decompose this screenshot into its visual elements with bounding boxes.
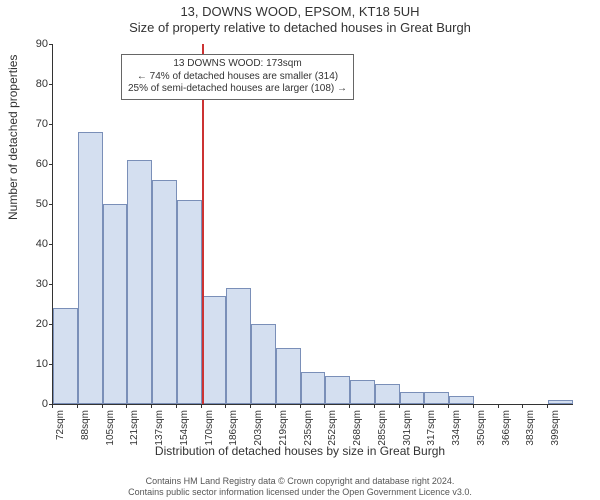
x-tick-mark [225,404,226,408]
histogram-bar [548,400,573,404]
histogram-bar [78,132,103,404]
y-tick-mark [49,284,53,285]
x-tick-mark [77,404,78,408]
x-tick-mark [324,404,325,408]
x-tick-label: 219sqm [278,410,289,446]
y-tick-label: 60 [24,158,48,170]
x-tick-mark [102,404,103,408]
page-title-line1: 13, DOWNS WOOD, EPSOM, KT18 5UH [0,0,600,19]
annotation-box: 13 DOWNS WOOD: 173sqm← 74% of detached h… [121,54,354,100]
histogram-bar [350,380,375,404]
x-tick-mark [151,404,152,408]
x-tick-mark [399,404,400,408]
histogram-bar [53,308,78,404]
footer-line2: Contains public sector information licen… [0,487,600,498]
x-tick-label: 154sqm [179,410,190,446]
x-tick-label: 268sqm [352,410,363,446]
x-tick-label: 121sqm [129,410,140,446]
histogram-bar [424,392,449,404]
x-tick-mark [126,404,127,408]
footer-line1: Contains HM Land Registry data © Crown c… [0,476,600,487]
y-tick-mark [49,164,53,165]
footer-attribution: Contains HM Land Registry data © Crown c… [0,476,600,498]
x-tick-mark [547,404,548,408]
x-tick-label: 383sqm [525,410,536,446]
x-tick-label: 252sqm [327,410,338,446]
x-tick-label: 72sqm [55,410,66,440]
x-axis-label: Distribution of detached houses by size … [0,444,600,458]
x-tick-mark [201,404,202,408]
histogram-bar [375,384,400,404]
histogram-bar [103,204,128,404]
histogram-bar [226,288,251,404]
y-tick-label: 80 [24,78,48,90]
x-tick-label: 137sqm [154,410,165,446]
annotation-line: 25% of semi-detached houses are larger (… [128,83,347,96]
x-tick-mark [473,404,474,408]
y-tick-label: 70 [24,118,48,130]
x-tick-mark [52,404,53,408]
histogram-bar [152,180,177,404]
x-tick-mark [448,404,449,408]
annotation-line: ← 74% of detached houses are smaller (31… [128,71,347,84]
x-tick-label: 301sqm [402,410,413,446]
histogram-bar [400,392,425,404]
x-tick-label: 399sqm [550,410,561,446]
x-tick-mark [498,404,499,408]
y-tick-label: 40 [24,238,48,250]
histogram-bar [251,324,276,404]
x-tick-label: 285sqm [377,410,388,446]
x-tick-label: 366sqm [501,410,512,446]
y-tick-label: 30 [24,278,48,290]
x-tick-label: 105sqm [105,410,116,446]
y-tick-label: 20 [24,318,48,330]
histogram-bar [127,160,152,404]
x-tick-label: 170sqm [204,410,215,446]
y-tick-mark [49,124,53,125]
histogram-bar [177,200,202,404]
plot-region: 13 DOWNS WOOD: 173sqm← 74% of detached h… [52,44,573,405]
x-tick-mark [250,404,251,408]
y-tick-mark [49,84,53,85]
x-tick-mark [423,404,424,408]
y-tick-label: 50 [24,198,48,210]
y-tick-label: 10 [24,358,48,370]
y-tick-mark [49,44,53,45]
x-tick-label: 186sqm [228,410,239,446]
y-tick-mark [49,244,53,245]
x-tick-label: 334sqm [451,410,462,446]
x-tick-mark [522,404,523,408]
chart-area: 13 DOWNS WOOD: 173sqm← 74% of detached h… [52,44,572,404]
x-tick-mark [275,404,276,408]
x-tick-mark [300,404,301,408]
x-tick-label: 203sqm [253,410,264,446]
x-tick-label: 88sqm [80,410,91,440]
annotation-line: 13 DOWNS WOOD: 173sqm [128,58,347,71]
page-title-line2: Size of property relative to detached ho… [0,19,600,35]
x-tick-label: 317sqm [426,410,437,446]
histogram-bar [449,396,474,404]
y-axis-label: Number of detached properties [6,55,20,220]
histogram-bar [276,348,301,404]
histogram-bar [325,376,350,404]
x-tick-mark [176,404,177,408]
y-tick-label: 0 [24,398,48,410]
histogram-bar [301,372,326,404]
y-tick-label: 90 [24,38,48,50]
x-tick-mark [349,404,350,408]
x-tick-mark [374,404,375,408]
x-tick-label: 350sqm [476,410,487,446]
y-tick-mark [49,204,53,205]
histogram-bar [202,296,227,404]
x-tick-label: 235sqm [303,410,314,446]
